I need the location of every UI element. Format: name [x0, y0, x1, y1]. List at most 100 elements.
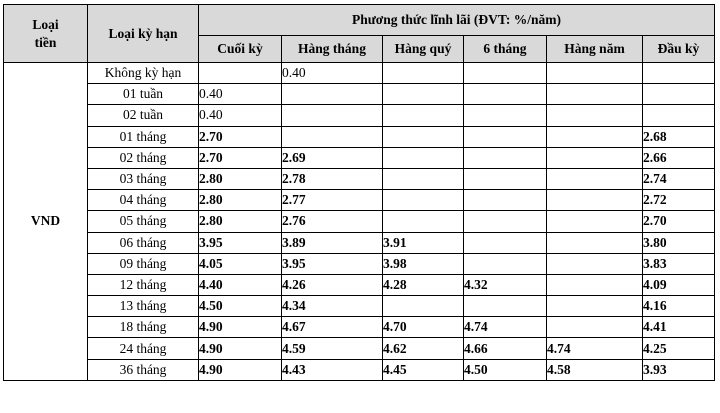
rate-cell-hang-thang: 2.76 [281, 210, 383, 233]
rate-cell-dau-ky: 2.72 [642, 189, 715, 212]
rate-cell-6-thang [463, 295, 547, 318]
rate-cell-6-thang [463, 252, 547, 275]
rate-cell-hang-nam: 4.74 [546, 337, 643, 360]
rate-cell-hang-nam [546, 189, 643, 212]
rate-cell-hang-nam [546, 273, 643, 297]
table-row: 02 tháng 2.70 2.69 2.66 [4, 146, 715, 169]
rate-cell-dau-ky [642, 61, 715, 85]
rate-table-container: Loại tiền Loại kỳ hạn Phương thức lĩnh l… [3, 4, 715, 381]
rate-cell-hang-quy [382, 61, 464, 85]
rate-cell-hang-nam [546, 252, 643, 275]
table-row: VND Không kỳ hạn 0.40 [3, 61, 715, 381]
table-row: 03 tháng 2.80 2.78 2.74 [4, 167, 715, 191]
interest-rate-table: Loại tiền Loại kỳ hạn Phương thức lĩnh l… [3, 4, 715, 381]
rate-cell-dau-ky [642, 104, 715, 127]
term-cell: 18 tháng [87, 316, 199, 339]
header-loai-tien-line1: Loại [32, 16, 59, 32]
rate-cell-6-thang [463, 167, 547, 191]
rate-cell-hang-quy [382, 167, 464, 191]
rate-cell-dau-ky: 4.41 [642, 316, 715, 339]
rate-cell-6-thang [463, 210, 547, 233]
rate-table-body: VND Không kỳ hạn 0.40 01 tuần 0.40 02 tu… [3, 61, 715, 381]
rate-cell-hang-thang: 4.26 [281, 273, 383, 297]
table-row: 04 tháng 2.80 2.77 2.72 [4, 189, 715, 212]
rate-cell-dau-ky: 4.16 [642, 295, 715, 318]
rate-cell-dau-ky: 2.70 [642, 210, 715, 233]
rate-cell-6-thang [463, 146, 547, 169]
rate-cell-cuoi-ky: 0.40 [198, 83, 282, 106]
rate-cell-hang-thang: 4.34 [281, 295, 383, 318]
rate-cell-cuoi-ky [198, 61, 282, 85]
column-header-hang-thang: Hàng tháng [281, 35, 383, 63]
table-row: 13 tháng 4.50 4.34 4.16 [4, 295, 715, 318]
rate-cell-hang-nam [546, 104, 643, 127]
rate-cell-hang-quy: 4.45 [382, 358, 464, 381]
rate-cell-hang-quy [382, 146, 464, 169]
rate-cell-hang-nam [546, 61, 643, 85]
rate-cell-cuoi-ky: 2.80 [198, 167, 282, 191]
rate-cell-hang-thang [281, 125, 383, 148]
table-row: 01 tuần 0.40 [4, 83, 715, 106]
rate-cell-cuoi-ky: 2.80 [198, 189, 282, 212]
rate-cell-hang-quy: 4.62 [382, 337, 464, 360]
rate-cell-hang-thang [281, 104, 383, 127]
rate-cell-hang-quy [382, 104, 464, 127]
term-cell: 13 tháng [87, 295, 199, 318]
table-row: 36 tháng 4.90 4.43 4.45 4.50 4.58 3.93 [4, 358, 715, 381]
rate-cell-hang-nam [546, 125, 643, 148]
table-row: 12 tháng 4.40 4.26 4.28 4.32 4.09 [4, 273, 715, 297]
rate-cell-hang-quy: 4.70 [382, 316, 464, 339]
rate-cell-dau-ky: 3.80 [642, 231, 715, 254]
rate-cell-hang-quy [382, 189, 464, 212]
term-cell: 24 tháng [87, 337, 199, 360]
rate-cell-hang-thang: 3.89 [281, 231, 383, 254]
table-row: 24 tháng 4.90 4.59 4.62 4.66 4.74 4.25 [4, 337, 715, 360]
rate-cell-6-thang [463, 104, 547, 127]
rate-cell-dau-ky: 2.66 [642, 146, 715, 169]
term-cell: 04 tháng [87, 189, 199, 212]
rate-cell-hang-nam [546, 83, 643, 106]
rate-cell-hang-thang: 2.69 [281, 146, 383, 169]
rate-cell-dau-ky [642, 83, 715, 106]
rate-cell-cuoi-ky: 3.95 [198, 231, 282, 254]
table-row: 05 tháng 2.80 2.76 2.70 [4, 210, 715, 233]
rate-cell-hang-quy: 3.91 [382, 231, 464, 254]
header-phuong-thuc: Phương thức lĩnh lãi (ĐVT: %/năm) [198, 4, 715, 36]
rate-cell-dau-ky: 2.74 [642, 167, 715, 191]
term-cell: 12 tháng [87, 273, 199, 297]
rate-cell-6-thang [463, 125, 547, 148]
term-cell: 01 tháng [87, 125, 199, 148]
term-cell: 01 tuần [87, 83, 199, 106]
rate-cell-hang-thang: 4.43 [281, 358, 383, 381]
rate-cell-cuoi-ky: 2.70 [198, 125, 282, 148]
rate-cell-6-thang [463, 83, 547, 106]
table-row: 06 tháng 3.95 3.89 3.91 3.80 [4, 231, 715, 254]
rate-cell-hang-nam [546, 167, 643, 191]
rate-cell-6-thang: 4.66 [463, 337, 547, 360]
rate-cell-hang-nam: 4.58 [546, 358, 643, 381]
term-cell: 02 tháng [87, 146, 199, 169]
rate-cell-hang-thang [281, 83, 383, 106]
rate-cell-hang-thang: 0.40 [281, 61, 383, 85]
column-header-dau-ky: Đầu kỳ [642, 35, 715, 63]
header-loai-ky-han: Loại kỳ hạn [87, 4, 199, 63]
rate-cell-hang-quy [382, 295, 464, 318]
rate-cell-hang-nam [546, 146, 643, 169]
column-header-cuoi-ky: Cuối kỳ [198, 35, 282, 63]
rate-cell-hang-thang: 2.77 [281, 189, 383, 212]
rate-cell-cuoi-ky: 4.90 [198, 316, 282, 339]
rate-cell-6-thang [463, 231, 547, 254]
rate-cell-dau-ky: 3.93 [642, 358, 715, 381]
rate-cell-hang-nam [546, 295, 643, 318]
term-cell: 06 tháng [87, 231, 199, 254]
rate-cell-6-thang: 4.74 [463, 316, 547, 339]
rate-cell-6-thang: 4.32 [463, 273, 547, 297]
rate-cell-hang-quy: 3.98 [382, 252, 464, 275]
rate-cell-hang-nam [546, 210, 643, 233]
term-cell: 02 tuần [87, 104, 199, 127]
term-cell: 09 tháng [87, 252, 199, 275]
rate-cell-cuoi-ky: 2.80 [198, 210, 282, 233]
rate-cell-cuoi-ky: 0.40 [198, 104, 282, 127]
rate-cell-dau-ky: 3.83 [642, 252, 715, 275]
rate-cell-cuoi-ky: 4.50 [198, 295, 282, 318]
